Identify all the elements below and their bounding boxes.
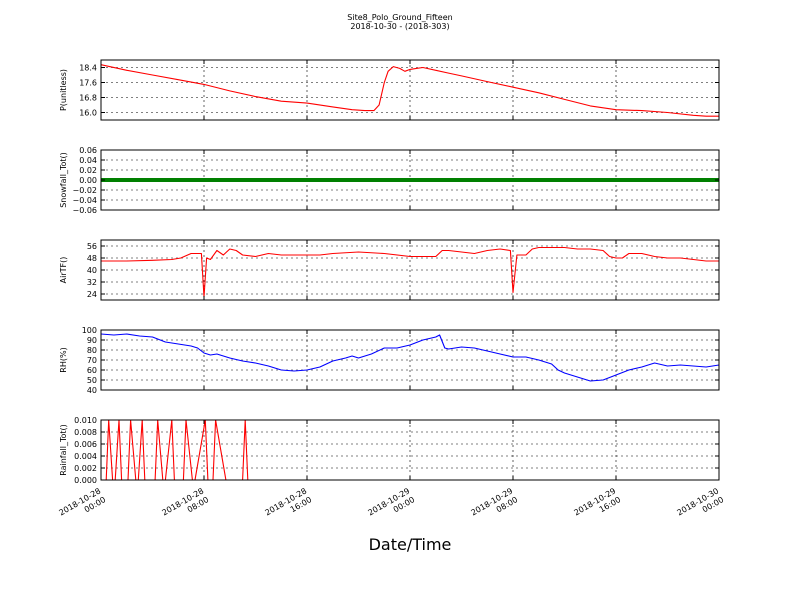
rel-humidity-ytick-label: 60 [87, 366, 97, 375]
pressure-ylabel: P(unitless) [59, 69, 68, 111]
snowfall-ytick-label: −0.02 [72, 186, 97, 195]
air-temp-ytick-label: 40 [87, 266, 97, 275]
snowfall-ytick-label: −0.06 [72, 206, 97, 215]
rainfall-ylabel: Rainfall_Tot() [59, 424, 68, 476]
rel-humidity-ytick-label: 100 [82, 326, 97, 335]
air-temp-series-line [101, 246, 719, 298]
rainfall-ytick-label: 0.008 [74, 428, 97, 437]
pressure-series-line [100, 64, 719, 117]
snowfall-panel: −0.06−0.04−0.020.000.020.040.06 Snowfall_… [59, 146, 720, 215]
air-temp-ytick-label: 32 [87, 278, 97, 287]
snowfall-ytick-label: 0.04 [79, 156, 97, 165]
snowfall-ytick-label: 0.06 [79, 146, 97, 155]
snowfall-ytick-label: 0.02 [79, 166, 97, 175]
rainfall-ytick-label: 0.002 [74, 464, 97, 473]
snowfall-ylabel: Snowfall_Tot() [59, 152, 68, 208]
snowfall-ytick-label: −0.04 [72, 196, 97, 205]
rel-humidity-ytick-label: 80 [87, 346, 97, 355]
pressure-ytick-label: 17.6 [79, 79, 97, 88]
air-temp-ylabel: AirTF() [59, 257, 68, 284]
rel-humidity-ytick-label: 40 [87, 386, 97, 395]
rel-humidity-ytick-label: 50 [87, 376, 97, 385]
rainfall-ytick-label: 0.000 [74, 476, 97, 485]
x-axis-label: Date/Time [369, 535, 452, 554]
rel-humidity-ylabel: RH(%) [59, 347, 68, 372]
air-temp-ytick-label: 24 [87, 290, 97, 299]
figure-subtitle: 2018-10-30 - (2018-303) [350, 22, 449, 31]
subplot-stack: 16.0 16.8 17.6 18.4 P(unitless) −0.06−0.04−0.… [59, 59, 720, 485]
rel-humidity-ytick-label: 70 [87, 356, 97, 365]
rel-humidity-series-line [100, 333, 720, 382]
rainfall-ytick-label: 0.006 [74, 440, 97, 449]
air-temp-panel: 24 32 40 48 56 AirTF() [59, 239, 720, 301]
rel-humidity-ytick-label: 90 [87, 336, 97, 345]
air-temp-ytick-label: 56 [87, 242, 97, 251]
pressure-ytick-label: 18.4 [79, 64, 97, 73]
pressure-ytick-label: 16.8 [79, 94, 97, 103]
figure-title: Site8_Polo_Ground_Fifteen [347, 13, 452, 22]
rainfall-ytick-label: 0.004 [74, 452, 97, 461]
pressure-ytick-label: 16.0 [79, 109, 97, 118]
air-temp-ytick-label: 48 [87, 254, 97, 263]
rainfall-panel: 0.000 0.002 0.004 0.006 0.008 0.010 Rainfall_T… [59, 416, 720, 485]
snowfall-ytick-label: 0.00 [79, 176, 97, 185]
pressure-panel: 16.0 16.8 17.6 18.4 P(unitless) [59, 59, 720, 121]
rainfall-ytick-label: 0.010 [74, 416, 97, 425]
